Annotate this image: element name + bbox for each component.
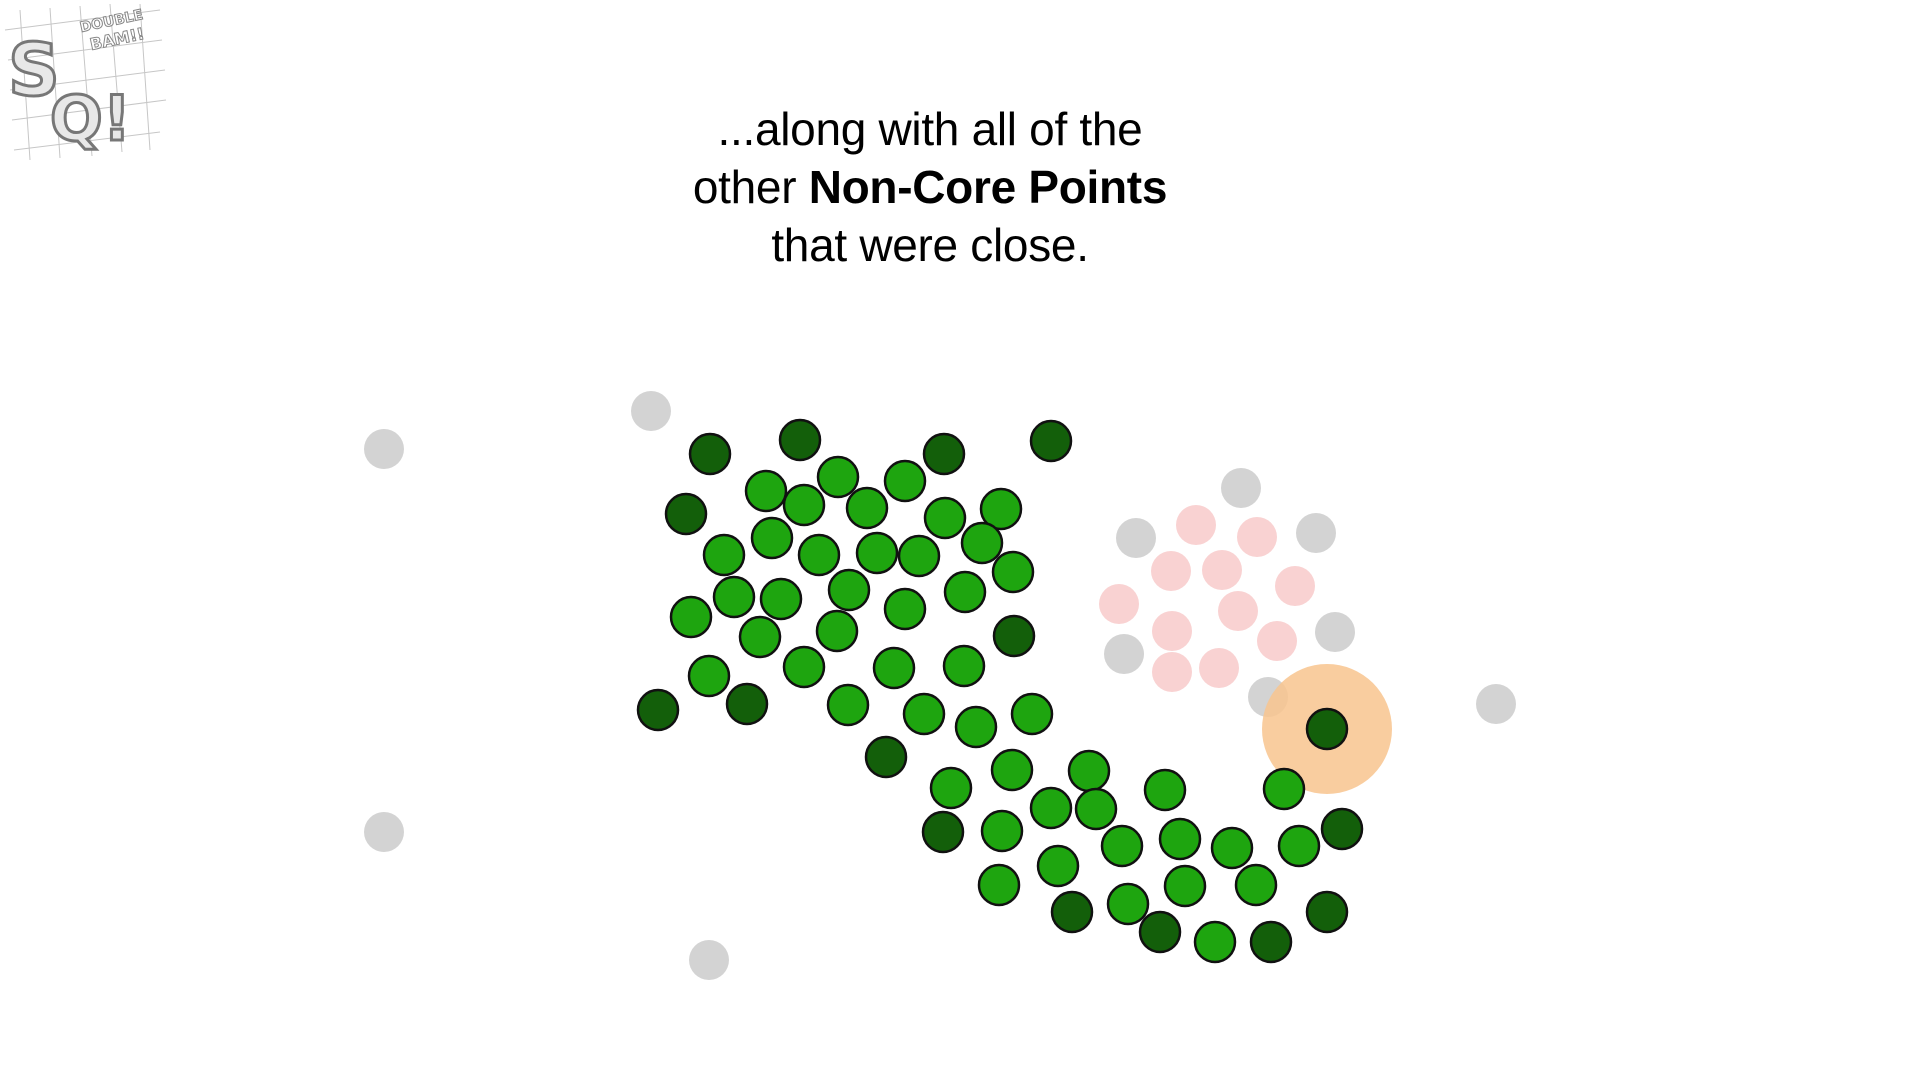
caption-line-2: other Non-Core Points: [0, 158, 1860, 216]
caption-line-2-prefix: other: [692, 161, 809, 213]
core-point: [979, 487, 1023, 531]
core-point: [702, 533, 746, 577]
core-point: [980, 809, 1024, 853]
core-point: [759, 577, 803, 621]
core-point: [669, 595, 713, 639]
noise-point: [1221, 468, 1261, 508]
caption-line-3: that were close.: [771, 219, 1089, 271]
non-core-point: [921, 810, 965, 854]
noise-point: [1476, 684, 1516, 724]
non-core-point: [1320, 807, 1364, 851]
core-point: [1262, 767, 1306, 811]
non-core-point: [922, 432, 966, 476]
core-point: [872, 646, 916, 690]
core-point: [1010, 692, 1054, 736]
non-core-point: [688, 432, 732, 476]
faded-cluster-point: [1257, 621, 1297, 661]
green-cluster-points: [636, 418, 1364, 964]
core-point: [1234, 863, 1278, 907]
core-point: [1193, 920, 1237, 964]
core-point: [845, 486, 889, 530]
non-core-point: [725, 682, 769, 726]
core-point: [1158, 817, 1202, 861]
core-point: [750, 516, 794, 560]
core-point: [977, 863, 1021, 907]
non-core-point: [778, 418, 822, 462]
statquest-logo: S Q! DOUBLE BAM!!: [0, 0, 170, 170]
faded-cluster-point: [1275, 566, 1315, 606]
core-point: [827, 568, 871, 612]
core-point: [815, 609, 859, 653]
core-point: [902, 692, 946, 736]
core-point: [826, 683, 870, 727]
faded-cluster-point: [1199, 648, 1239, 688]
faded-cluster-point: [1202, 550, 1242, 590]
faded-cluster-point: [1151, 551, 1191, 591]
core-point: [1143, 768, 1187, 812]
faded-cluster-point: [1237, 517, 1277, 557]
core-point: [960, 521, 1004, 565]
core-point: [897, 534, 941, 578]
non-core-point: [1029, 419, 1073, 463]
core-point: [943, 570, 987, 614]
core-point: [816, 455, 860, 499]
non-core-point: [992, 614, 1036, 658]
core-point: [1029, 786, 1073, 830]
noise-point: [364, 812, 404, 852]
faded-cluster-point: [1176, 505, 1216, 545]
core-point: [990, 748, 1034, 792]
core-point: [923, 496, 967, 540]
svg-text:Q!: Q!: [50, 82, 131, 155]
svg-text:S: S: [8, 28, 60, 112]
core-point: [883, 587, 927, 631]
non-core-point: [636, 688, 680, 732]
core-point: [991, 550, 1035, 594]
core-point: [1277, 824, 1321, 868]
core-point: [883, 459, 927, 503]
non-core-point: [1050, 890, 1094, 934]
caption-line-1: ...along with all of the: [717, 103, 1143, 155]
non-core-point: [1138, 910, 1182, 954]
noise-point: [689, 940, 729, 980]
non-core-point: [864, 735, 908, 779]
noise-point: [631, 391, 671, 431]
core-point: [1036, 844, 1080, 888]
core-point: [942, 644, 986, 688]
core-point: [1067, 749, 1111, 793]
noise-point: [1116, 518, 1156, 558]
faded-cluster-point: [1218, 591, 1258, 631]
caption: ...along with all of the other Non-Core …: [0, 100, 1860, 274]
core-point: [954, 705, 998, 749]
faded-cluster-point: [1152, 611, 1192, 651]
core-point: [1106, 882, 1150, 926]
faded-cluster-point: [1152, 652, 1192, 692]
faded-cluster-points: [1099, 505, 1315, 692]
core-point: [855, 531, 899, 575]
core-point: [1100, 824, 1144, 868]
noise-point: [1104, 634, 1144, 674]
noise-points: [364, 391, 1516, 980]
core-point: [797, 533, 841, 577]
core-point: [782, 645, 826, 689]
core-point: [687, 654, 731, 698]
noise-point: [364, 429, 404, 469]
core-point: [712, 575, 756, 619]
non-core-point: [664, 492, 708, 536]
core-point: [738, 615, 782, 659]
core-point: [1074, 787, 1118, 831]
non-core-point: [1249, 920, 1293, 964]
caption-non-core-points: Non-Core Points: [808, 161, 1168, 213]
core-point: [744, 469, 788, 513]
noise-point: [1315, 612, 1355, 652]
core-point: [782, 483, 826, 527]
faded-cluster-point: [1099, 584, 1139, 624]
non-core-point: [1305, 890, 1349, 934]
non-core-point: [1305, 707, 1349, 751]
core-point: [929, 766, 973, 810]
noise-point: [1296, 513, 1336, 553]
core-point: [1163, 864, 1207, 908]
core-point: [1210, 826, 1254, 870]
